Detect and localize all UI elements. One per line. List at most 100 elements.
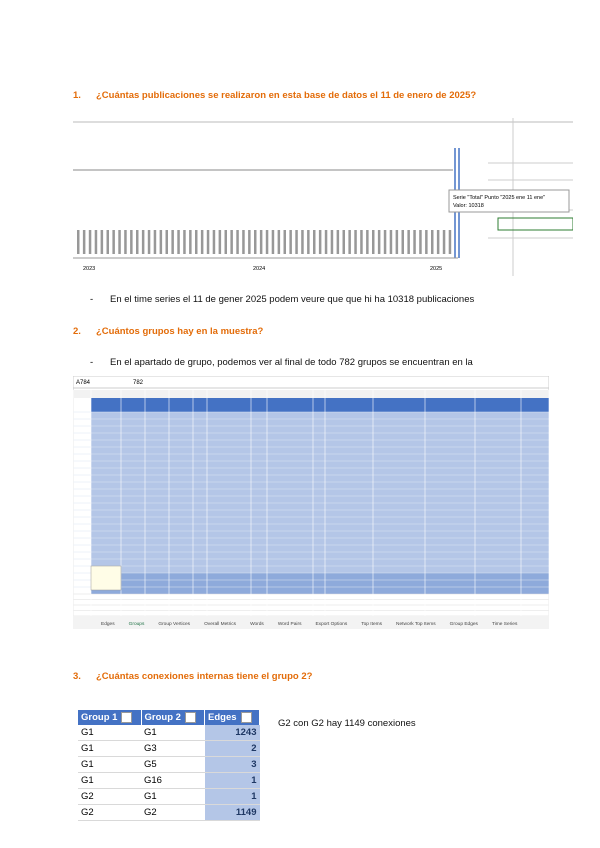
header-text: Group 1 <box>81 712 118 723</box>
cell: G5 <box>141 756 205 773</box>
filter-button[interactable] <box>184 711 196 723</box>
formula: 782 <box>133 380 144 386</box>
cell: 1243 <box>204 725 260 741</box>
date-tick <box>124 230 127 254</box>
answer: En el time series el 11 de gener 2025 po… <box>110 294 475 305</box>
date-tick <box>206 230 210 254</box>
row-fill <box>91 531 549 538</box>
section-number: 3. <box>73 671 81 682</box>
date-tick <box>372 230 375 254</box>
date-tick <box>183 230 186 254</box>
date-tick <box>419 230 422 254</box>
date-tick <box>295 230 298 254</box>
sheet-tab: Export Options <box>315 621 347 627</box>
date-tick <box>383 230 387 254</box>
row-fill <box>91 524 549 531</box>
row-fill <box>91 426 549 433</box>
date-tick <box>165 230 168 254</box>
tooltip-line: Serie "Total" Punto "2025 ene 11 ene" <box>453 195 545 201</box>
table-row: G2 G2 1149 <box>78 804 260 821</box>
sheet-tab: Time Series <box>492 621 518 627</box>
date-tick <box>77 230 80 254</box>
date-tick <box>330 230 334 254</box>
date-tick <box>130 230 133 254</box>
date-tick <box>100 230 104 254</box>
row-fill <box>91 489 549 496</box>
date-tick <box>159 230 163 254</box>
cell: 3 <box>204 756 260 773</box>
date-tick <box>171 230 174 254</box>
date-tick <box>301 230 304 254</box>
cell: G1 <box>78 772 141 789</box>
filter-button[interactable] <box>121 711 133 723</box>
date-tick <box>200 230 204 254</box>
filter-button[interactable] <box>240 711 252 723</box>
cell: G1 <box>78 740 141 757</box>
date-tick <box>94 230 98 254</box>
date-tick <box>224 230 227 254</box>
row-fill <box>91 461 549 468</box>
date-tick <box>259 230 263 254</box>
row-fill <box>91 496 549 503</box>
cell: G2 <box>78 788 141 805</box>
date-tick <box>313 230 316 254</box>
date-tick <box>431 230 434 254</box>
question: ¿Cuántas publicaciones se realizaron en … <box>96 90 477 101</box>
sheet-tab: Top Items <box>361 621 382 627</box>
date-tick <box>189 230 192 254</box>
date-tick <box>283 230 286 254</box>
sheet-tab: Word Pairs <box>278 621 302 627</box>
row-fill <box>91 587 549 594</box>
date-tick <box>413 230 416 254</box>
date-tick <box>141 230 145 254</box>
date-tick <box>324 230 328 254</box>
table-row: G2 G1 1 <box>78 788 260 805</box>
table-row: G1 G16 1 <box>78 772 260 789</box>
cell: G1 <box>141 725 205 741</box>
chart-screenshot: Serie "Total" Punto "2025 ene 11 ene" Va… <box>73 118 573 276</box>
cell: 2 <box>204 740 260 757</box>
date-tick <box>248 230 251 254</box>
cell: 1 <box>204 772 260 789</box>
year-label: 2024 <box>253 266 265 272</box>
date-tick <box>82 230 86 254</box>
date-tick <box>318 230 322 254</box>
date-tick <box>242 230 245 254</box>
edges-table: Group 1 Group 2 Edges G1 G1 1243 G1 G3 2 G1 G5 3 G1 G… <box>78 710 260 821</box>
sheet-tab: Overall Metrics <box>204 621 237 627</box>
cell: G1 <box>78 756 141 773</box>
tooltip-line: Valor: 10318 <box>453 203 484 209</box>
row-fill <box>91 566 549 573</box>
date-tick <box>112 230 115 254</box>
date-tick <box>106 230 109 254</box>
table-row: G1 G5 3 <box>78 756 260 773</box>
date-tick <box>442 230 446 254</box>
date-tick <box>212 230 216 254</box>
section-number: 2. <box>73 326 81 337</box>
date-tick <box>366 230 369 254</box>
cell: 1149 <box>204 804 260 821</box>
cell: G1 <box>141 788 205 805</box>
date-tick <box>289 230 292 254</box>
cell: G3 <box>141 740 205 757</box>
row-fill <box>91 419 549 426</box>
date-tick <box>407 230 410 254</box>
name-box: A784 <box>76 380 91 386</box>
date-tick <box>336 230 340 254</box>
sheet-tab: Groups <box>129 621 145 627</box>
date-tick <box>265 230 269 254</box>
row-fill <box>91 573 549 580</box>
header-row: Group 1 Group 2 Edges <box>78 710 260 725</box>
row-fill <box>91 503 549 510</box>
row-fill <box>91 475 549 482</box>
cell: G1 <box>78 725 141 741</box>
sheet-tab: Words <box>250 621 264 627</box>
date-tick <box>436 230 440 254</box>
column-header: Group 1 <box>78 710 142 725</box>
table-note: G2 con G2 hay 1149 conexiones <box>278 718 416 729</box>
row-fill <box>91 580 549 587</box>
date-tick <box>448 230 452 254</box>
row-fill <box>91 412 549 419</box>
table-header <box>91 398 549 412</box>
